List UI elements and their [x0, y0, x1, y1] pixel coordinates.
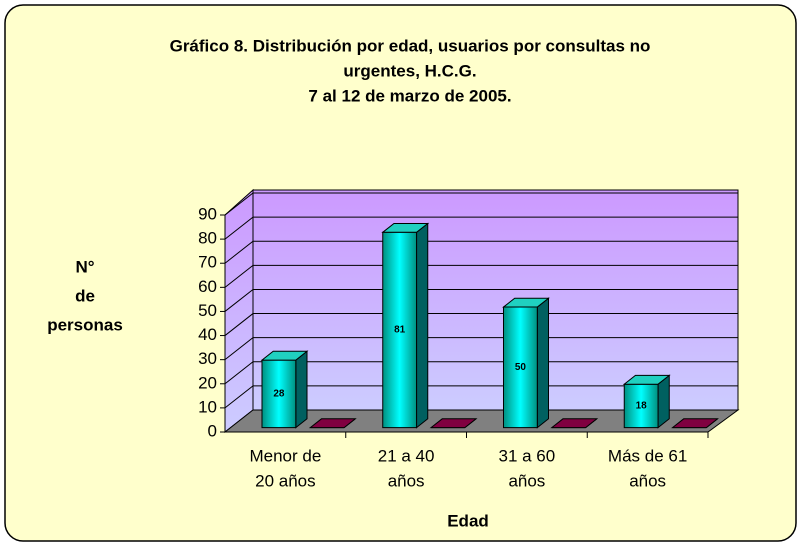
- bar-top: [429, 418, 478, 429]
- y-tick-label: 30: [198, 349, 217, 368]
- y-axis-label: personas: [47, 315, 123, 334]
- bar-side: [536, 297, 550, 429]
- y-tick-label: 70: [198, 253, 217, 272]
- bar-side: [416, 222, 429, 429]
- grid-line: [224, 216, 738, 240]
- value-label: 81: [394, 325, 406, 336]
- x-tick-label: 31 a 60: [499, 446, 556, 465]
- value-label: 18: [636, 401, 648, 412]
- x-tick-label: Más de 61: [608, 446, 687, 465]
- grid-line: [224, 288, 738, 312]
- grid-line: [224, 240, 738, 264]
- bar-top: [550, 418, 599, 429]
- y-tick-label: 80: [198, 229, 217, 248]
- x-tick-label: años: [629, 471, 666, 490]
- grid-line: [224, 264, 738, 288]
- grid-line: [224, 192, 738, 216]
- x-tick-label: años: [508, 471, 545, 490]
- y-axis-label: de: [75, 286, 95, 305]
- x-tick-label: años: [388, 471, 425, 490]
- value-label: 50: [515, 362, 527, 373]
- grid-line: [224, 313, 738, 336]
- bar-top: [381, 223, 430, 233]
- x-axis-label: Edad: [447, 511, 489, 530]
- y-tick-label: 10: [198, 397, 217, 416]
- x-tick-label: 21 a 40: [378, 446, 435, 465]
- side-wall: [224, 188, 254, 434]
- grid-line: [224, 361, 738, 385]
- grid-line: [224, 337, 738, 361]
- bar-top: [260, 350, 309, 361]
- x-tick-label: 20 años: [255, 471, 316, 490]
- y-tick-label: 0: [208, 421, 217, 440]
- chart-title: 7 al 12 de marzo de 2005.: [308, 86, 511, 105]
- chart-title: Gráfico 8. Distribución por edad, usuari…: [170, 36, 651, 55]
- bar-side: [295, 350, 308, 429]
- y-tick-label: 50: [198, 301, 217, 320]
- value-label: 28: [273, 388, 285, 399]
- y-axis-label: N°: [75, 257, 94, 276]
- x-tick-label: Menor de: [249, 446, 321, 465]
- bar-top: [622, 374, 671, 385]
- grid-line: [224, 385, 738, 409]
- bar-top: [671, 418, 720, 429]
- y-tick-label: 40: [198, 325, 217, 344]
- chart-title: urgentes, H.C.G.: [343, 61, 476, 80]
- y-tick-label: 90: [198, 204, 217, 223]
- bar-top: [308, 418, 357, 429]
- y-tick-label: 20: [198, 373, 217, 392]
- y-tick-label: 60: [198, 277, 217, 296]
- bar-top: [502, 297, 550, 308]
